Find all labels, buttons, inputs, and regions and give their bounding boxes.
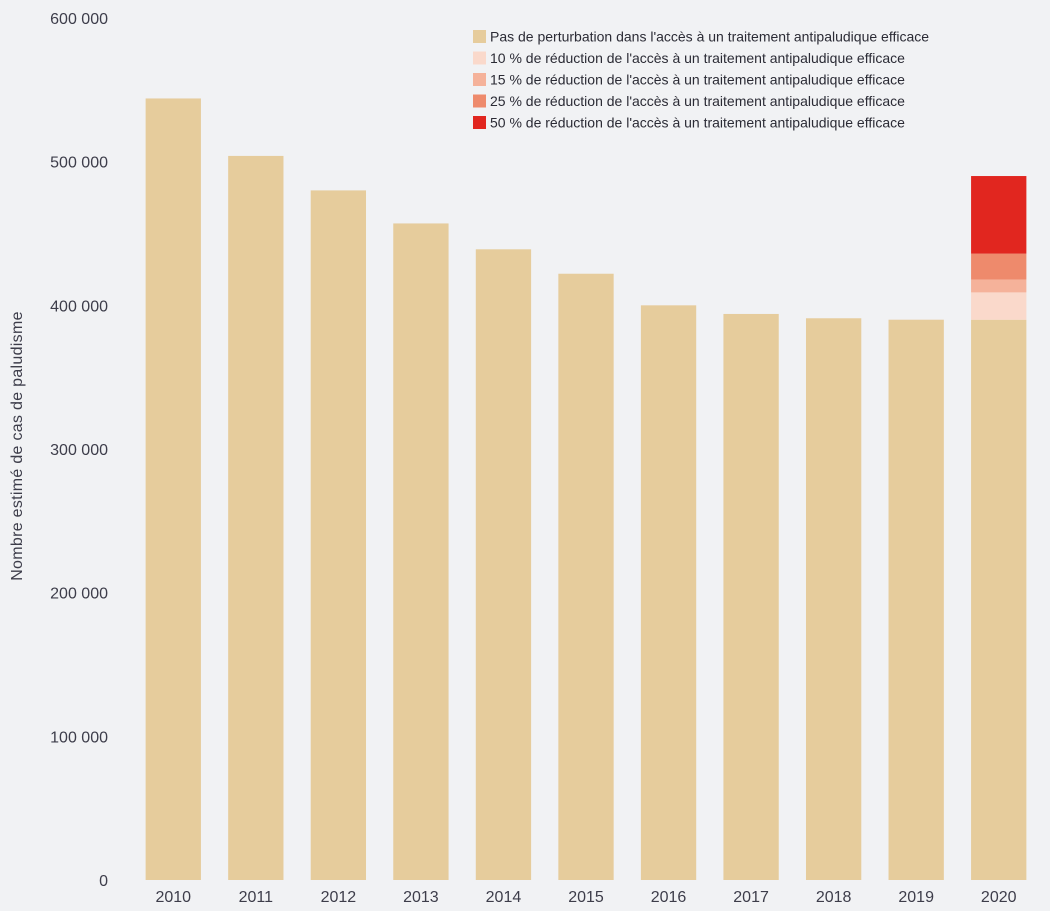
x-tick-label: 2018 bbox=[816, 889, 852, 906]
y-tick-label: 500 000 bbox=[50, 155, 108, 172]
y-tick-label: 600 000 bbox=[50, 11, 108, 28]
y-tick-label: 200 000 bbox=[50, 586, 108, 603]
bar-2017-series-0 bbox=[723, 313, 779, 880]
legend-label: 50 % de réduction de l'accès à un traite… bbox=[490, 115, 905, 131]
bar-2014-series-0 bbox=[475, 249, 532, 880]
x-tick-label: 2020 bbox=[981, 889, 1017, 906]
bar-2019-series-0 bbox=[888, 319, 944, 880]
bar-2011-series-0 bbox=[228, 155, 284, 881]
x-tick-label: 2017 bbox=[733, 889, 769, 906]
x-tick-label: 2012 bbox=[321, 889, 357, 906]
legend-swatch bbox=[473, 116, 486, 129]
y-axis: 0 100 000 200 000 300 000 400 000 500 000 600 … bbox=[50, 11, 108, 890]
bar-2020-series-0 bbox=[971, 319, 1027, 880]
legend-label: Pas de perturbation dans l'accès à un tr… bbox=[490, 29, 929, 45]
legend-label: 10 % de réduction de l'accès à un traite… bbox=[490, 50, 905, 66]
bar-2020-series-4 bbox=[971, 176, 1027, 254]
legend-swatch bbox=[473, 73, 486, 86]
bars bbox=[145, 98, 1027, 881]
bar-2010-series-0 bbox=[145, 98, 201, 881]
x-tick-label: 2014 bbox=[486, 889, 522, 906]
x-tick-label: 2019 bbox=[898, 889, 934, 906]
x-tick-label: 2011 bbox=[239, 889, 274, 906]
y-tick-label: 100 000 bbox=[50, 729, 108, 746]
bar-2020-series-3 bbox=[971, 253, 1027, 280]
bar-2012-series-0 bbox=[310, 190, 367, 880]
x-tick-label: 2013 bbox=[403, 889, 439, 906]
bar-2015-series-0 bbox=[558, 273, 614, 880]
y-axis-label: Nombre estimé de cas de paludisme bbox=[9, 311, 26, 581]
bar-2018-series-0 bbox=[805, 318, 862, 881]
y-tick-label: 400 000 bbox=[50, 298, 108, 315]
legend: Pas de perturbation dans l'accès à un tr… bbox=[473, 29, 929, 131]
x-axis: 2010 2011 2012 2013 2014 2015 2016 2017 2018 2019… bbox=[155, 889, 1016, 906]
legend-swatch bbox=[473, 94, 486, 108]
y-tick-label: 0 bbox=[99, 873, 108, 890]
x-tick-label: 2016 bbox=[651, 889, 687, 906]
x-tick-label: 2015 bbox=[568, 889, 604, 906]
y-tick-label: 300 000 bbox=[50, 442, 108, 459]
bar-2016-series-0 bbox=[640, 305, 697, 880]
bar-2020-series-1 bbox=[971, 292, 1027, 320]
legend-label: 15 % de réduction de l'accès à un traite… bbox=[490, 72, 905, 88]
legend-label: 25 % de réduction de l'accès à un traite… bbox=[490, 93, 905, 109]
bar-2020-series-2 bbox=[971, 279, 1027, 293]
legend-swatch bbox=[473, 30, 486, 43]
bar-2013-series-0 bbox=[393, 223, 449, 880]
legend-swatch bbox=[473, 51, 486, 65]
x-tick-label: 2010 bbox=[155, 889, 191, 906]
